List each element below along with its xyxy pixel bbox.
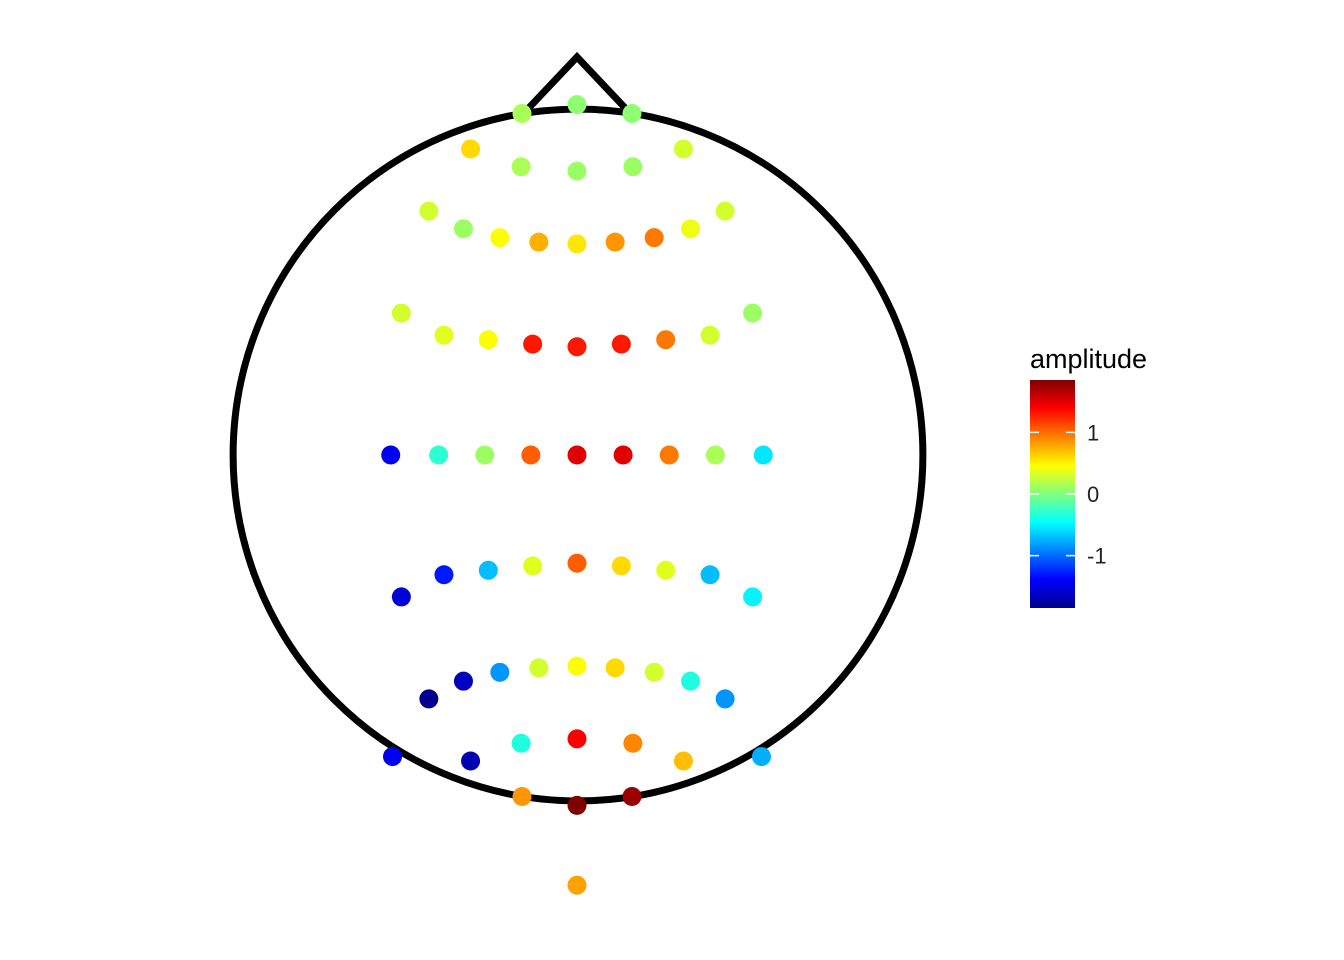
electrode-point [656, 330, 676, 350]
electrode-point [529, 232, 549, 252]
electrode-point [705, 445, 725, 465]
electrode-point [567, 553, 587, 573]
electrode-point [673, 751, 693, 771]
electrode-point [623, 733, 643, 753]
electrode-point [512, 786, 532, 806]
electrode-point [644, 662, 664, 682]
electrode-point [490, 228, 510, 248]
colorbar-tick-label: 1 [1087, 420, 1099, 445]
electrode-point [644, 228, 664, 248]
electrode-point [511, 157, 531, 177]
electrode-point [391, 587, 411, 607]
electrode-point [567, 729, 587, 749]
electrode-point [453, 671, 473, 691]
electrode-point [453, 219, 473, 239]
head-nose [521, 51, 631, 116]
electrode-point [381, 445, 401, 465]
electrode-point [753, 445, 773, 465]
electrode-point [743, 303, 763, 323]
colorbar-legend: amplitude 1 0 -1 [1030, 344, 1147, 608]
electrode-point [751, 747, 771, 767]
electrode-point [490, 662, 510, 682]
electrode-point [656, 560, 676, 580]
electrode-point [567, 234, 587, 254]
electrode-point [523, 334, 543, 354]
electrode-point [700, 325, 720, 345]
electrode-point [567, 95, 587, 115]
electrode-point [461, 751, 481, 771]
electrode-point [613, 445, 633, 465]
electrode-point [521, 445, 541, 465]
colorbar-title: amplitude [1030, 344, 1147, 374]
electrode-point [605, 658, 625, 678]
electrode-point [383, 747, 403, 767]
electrode-point [419, 201, 439, 221]
electrode-point [567, 795, 587, 815]
electrode-point [434, 325, 454, 345]
electrode-point [475, 445, 495, 465]
electrode-point [567, 161, 587, 181]
electrode-point [700, 565, 720, 585]
electrode-point [611, 556, 631, 576]
colorbar-tick-label: 0 [1087, 482, 1099, 507]
electrode-point [681, 219, 701, 239]
electrode-points [381, 95, 773, 895]
electrode-point [673, 139, 693, 159]
electrode-point [529, 658, 549, 678]
electrode-point [567, 337, 587, 357]
electrode-point [715, 201, 735, 221]
electrode-point [622, 104, 642, 124]
electrode-point [743, 587, 763, 607]
electrode-point [659, 445, 679, 465]
electrode-point [478, 330, 498, 350]
electrode-point [622, 786, 642, 806]
colorbar-tick-label: -1 [1087, 544, 1107, 569]
electrode-point [623, 157, 643, 177]
electrode-point [567, 445, 587, 465]
electrode-point [512, 104, 532, 124]
electrode-point [611, 334, 631, 354]
electrode-point [429, 445, 449, 465]
electrode-point [461, 139, 481, 159]
electrode-point [434, 565, 454, 585]
electrode-point [511, 733, 531, 753]
electrode-point [419, 689, 439, 709]
electrode-point [681, 671, 701, 691]
electrode-point [715, 689, 735, 709]
electrode-point [523, 556, 543, 576]
electrode-point [391, 303, 411, 323]
electrode-point [567, 875, 587, 895]
electrode-point [478, 560, 498, 580]
colorbar-ticks: 1 0 -1 [1030, 420, 1107, 569]
electrode-point [605, 232, 625, 252]
electrode-point [567, 656, 587, 676]
